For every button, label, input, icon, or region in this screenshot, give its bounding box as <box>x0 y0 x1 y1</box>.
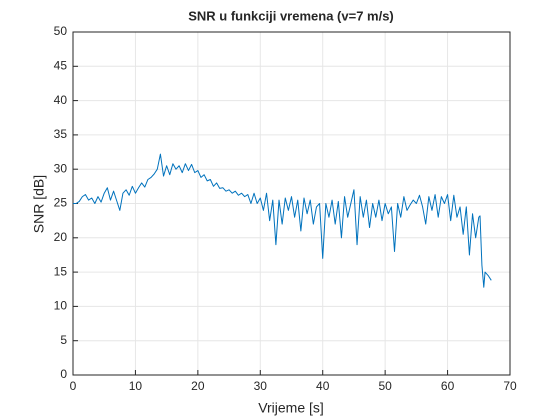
x-axis-label: Vrijeme [s] <box>258 400 324 416</box>
chart-title: SNR u funkciji vremena (v=7 m/s) <box>188 8 394 23</box>
x-tick-label: 10 <box>129 379 143 393</box>
x-tick-label: 0 <box>70 379 77 393</box>
y-tick-label: 45 <box>54 58 68 72</box>
y-tick-label: 50 <box>54 24 68 38</box>
x-tick-label: 50 <box>378 379 392 393</box>
data-line <box>73 153 492 288</box>
x-tick-label: 60 <box>441 379 455 393</box>
y-tick-label: 15 <box>54 264 68 278</box>
y-tick-label: 25 <box>54 196 68 210</box>
y-tick-label: 30 <box>54 161 68 175</box>
y-tick-label: 35 <box>54 127 68 141</box>
x-tick-label: 70 <box>503 379 517 393</box>
y-tick-label: 40 <box>54 93 68 107</box>
x-tick-label: 30 <box>254 379 268 393</box>
y-axis-label: SNR [dB] <box>31 175 47 233</box>
y-tick-label: 5 <box>60 333 67 347</box>
y-tick-label: 10 <box>54 299 68 313</box>
y-tick-label: 0 <box>60 367 67 381</box>
x-tick-label: 40 <box>316 379 330 393</box>
y-tick-label: 20 <box>54 230 68 244</box>
x-tick-label: 20 <box>191 379 205 393</box>
